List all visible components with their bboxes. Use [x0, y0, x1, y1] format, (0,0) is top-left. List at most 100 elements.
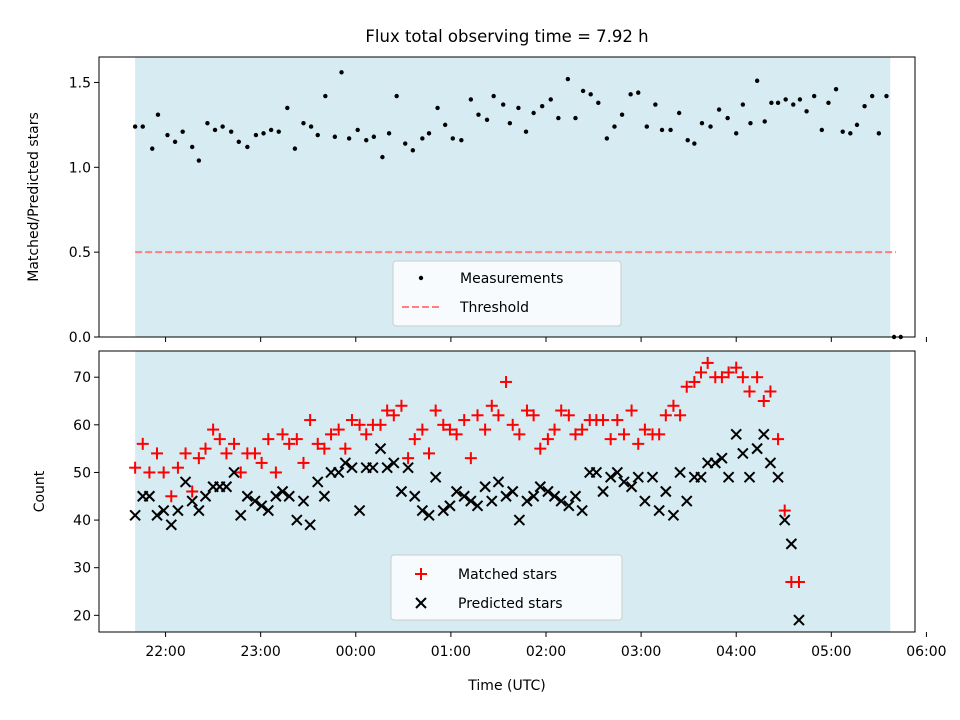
matched-star-point [332, 423, 345, 436]
measurement-point [644, 124, 650, 129]
measurement-point [783, 97, 788, 102]
matched-star-point [443, 423, 456, 436]
count-panel: 20 30 40 50 60 70 22:00 23:00 00:00 01:00 02:00 03… [32, 350, 947, 694]
matched-star-point [387, 409, 400, 422]
predicted-star-point [513, 514, 526, 526]
predicted-star-point [646, 471, 659, 483]
predicted-star-point [367, 461, 379, 474]
matched-star-point [611, 414, 624, 427]
top-y-axis-label: Matched/Predicted stars [26, 112, 42, 282]
measurement-point [285, 105, 290, 111]
x-tick-label: 05:00 [811, 644, 851, 660]
measurement-point [653, 102, 658, 107]
matched-star-point [541, 433, 554, 446]
measurement-point [676, 110, 682, 116]
y-tick-label: 50 [73, 465, 91, 481]
matched-star-point [345, 414, 358, 427]
measurement-point [332, 134, 338, 139]
matched-star-point [423, 447, 436, 460]
measurement-point [716, 107, 722, 112]
measurement-point [604, 136, 610, 141]
measurement-point [754, 78, 760, 83]
x-tick-label: 03:00 [621, 644, 661, 660]
predicted-star-point [730, 428, 742, 441]
measurement-point [804, 109, 809, 114]
measurement-point [190, 144, 195, 150]
predicted-star-point [429, 471, 442, 483]
measurement-point [565, 76, 571, 82]
predicted-star-point [716, 452, 728, 464]
measurement-point [253, 132, 259, 138]
predicted-star-point [220, 481, 233, 493]
measurement-point [531, 110, 536, 116]
x-tick-label: 01:00 [431, 644, 471, 660]
predicted-star-point [722, 471, 735, 483]
predicted-star-point [458, 490, 470, 502]
matched-star-point [792, 575, 805, 588]
predicted-star-point [172, 504, 184, 517]
measurement-point [420, 136, 425, 141]
measurement-point [491, 93, 496, 99]
measurement-point [484, 117, 490, 122]
matched-star-point [555, 404, 568, 417]
matched-star-point [276, 428, 289, 441]
measurement-point [339, 70, 344, 75]
legend-threshold-label: Threshold [459, 300, 529, 316]
bottom-y-ticks: 20 30 40 50 60 70 [73, 370, 99, 624]
matched-stars-points [129, 356, 805, 588]
matched-star-point [659, 409, 672, 422]
predicted-star-point [374, 442, 387, 455]
predicted-star-point [611, 466, 624, 479]
measurement-point [346, 136, 352, 141]
measurement-point [668, 127, 673, 133]
measurement-point [708, 124, 713, 129]
matched-star-point [736, 371, 749, 384]
matched-star-point [171, 461, 184, 474]
measurement-point [539, 104, 545, 109]
predicted-star-point [542, 485, 554, 498]
predicted-star-point [388, 457, 400, 469]
measurement-point [500, 102, 506, 107]
measurement-point [797, 97, 803, 102]
matched-star-point [304, 414, 317, 427]
predicted-star-point [534, 481, 546, 493]
measurement-point [596, 100, 601, 106]
predicted-stars-points [129, 428, 805, 626]
measurement-point [659, 127, 665, 133]
measurement-point [734, 131, 739, 136]
matched-star-point [402, 452, 415, 465]
predicted-star-point [548, 490, 561, 502]
predicted-star-point [743, 471, 756, 483]
y-tick-label: 70 [73, 370, 91, 386]
measurement-point [612, 124, 617, 129]
predicted-star-point [479, 481, 491, 493]
measurement-point [573, 115, 578, 121]
matched-star-point [179, 447, 192, 460]
matched-star-point [311, 437, 324, 450]
x-axis-label: Time (UTC) [467, 678, 545, 694]
measurement-point [371, 134, 377, 139]
y-tick-label: 0.5 [69, 245, 91, 261]
measurement-point [819, 127, 824, 133]
measurement-point [468, 97, 474, 102]
measurement-point [276, 129, 281, 134]
legend-matched-label: Matched stars [458, 567, 557, 583]
predicted-star-point [228, 466, 240, 479]
measurement-points [132, 70, 903, 340]
measurement-point [435, 105, 440, 111]
measurement-point [132, 124, 138, 129]
matched-star-point [255, 456, 268, 469]
matched-star-point [129, 461, 142, 474]
predicted-star-point [234, 509, 247, 522]
y-tick-label: 1.5 [69, 75, 91, 91]
measurement-point [301, 120, 306, 126]
matched-star-point [395, 399, 408, 412]
predicted-star-point [276, 485, 289, 498]
matched-star-point [339, 442, 352, 455]
measurement-point [854, 122, 860, 128]
measurement-point [692, 141, 697, 146]
matched-star-point [597, 414, 610, 427]
predicted-star-point [318, 490, 331, 502]
matched-star-point [192, 452, 205, 465]
predicted-star-point [569, 490, 582, 502]
